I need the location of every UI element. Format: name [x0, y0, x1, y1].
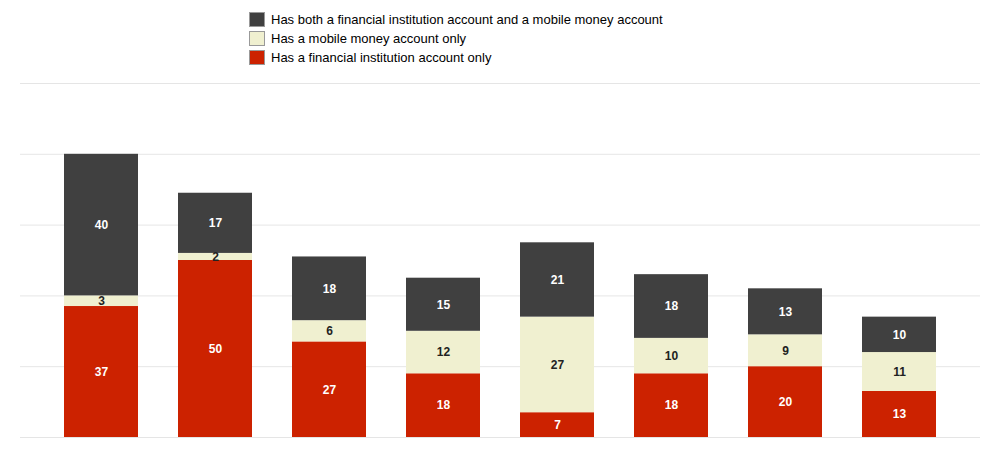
svg-text:12: 12 — [437, 345, 451, 359]
svg-text:21: 21 — [551, 273, 565, 287]
svg-text:40: 40 — [95, 218, 109, 232]
svg-text:10: 10 — [665, 349, 679, 363]
svg-text:13: 13 — [779, 305, 793, 319]
svg-text:18: 18 — [323, 282, 337, 296]
html-text:Has both a financial instituti: Has both a financial institution account… — [271, 12, 663, 27]
svg-text:6: 6 — [326, 324, 333, 338]
html-text:Has a financial institution ac: Has a financial institution account only — [271, 50, 492, 65]
svg-text:18: 18 — [665, 299, 679, 313]
html-text:Has a mobile money account onl: Has a mobile money account only — [271, 31, 467, 46]
svg-text:17: 17 — [209, 216, 223, 230]
svg-text:18: 18 — [437, 398, 451, 412]
svg-text:13: 13 — [893, 407, 907, 421]
svg-text:50: 50 — [209, 342, 223, 356]
svg-text:7: 7 — [554, 418, 561, 432]
svg-text:15: 15 — [437, 298, 451, 312]
svg-text:18: 18 — [665, 398, 679, 412]
svg-text:2: 2 — [212, 250, 219, 264]
svg-text:9: 9 — [782, 344, 789, 358]
svg-text:10: 10 — [893, 328, 907, 342]
svg-text:27: 27 — [551, 358, 565, 372]
svg-text:3: 3 — [98, 294, 105, 308]
svg-text:20: 20 — [779, 395, 793, 409]
svg-text:11: 11 — [893, 365, 906, 379]
svg-text:27: 27 — [323, 383, 337, 397]
svg-text:37: 37 — [95, 365, 109, 379]
